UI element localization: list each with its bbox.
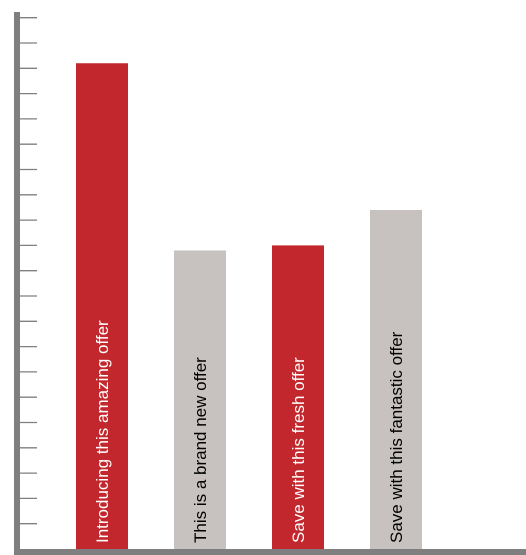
x-axis-line [14, 549, 526, 555]
bar [174, 250, 226, 549]
bars [76, 63, 422, 550]
bar [272, 245, 324, 549]
bar-label: Save with this fantastic offer [387, 331, 406, 543]
bar [76, 63, 128, 550]
y-axis-line [14, 12, 20, 555]
bar-label: Introducing this amazing offer [93, 320, 112, 543]
bar [370, 209, 422, 550]
bar-label: Save with this fresh offer [289, 357, 308, 543]
y-axis-ticks [20, 17, 37, 525]
bar-label: This is a brand new offer [191, 357, 210, 543]
bar-labels: Introducing this amazing offer This is a … [93, 320, 406, 543]
